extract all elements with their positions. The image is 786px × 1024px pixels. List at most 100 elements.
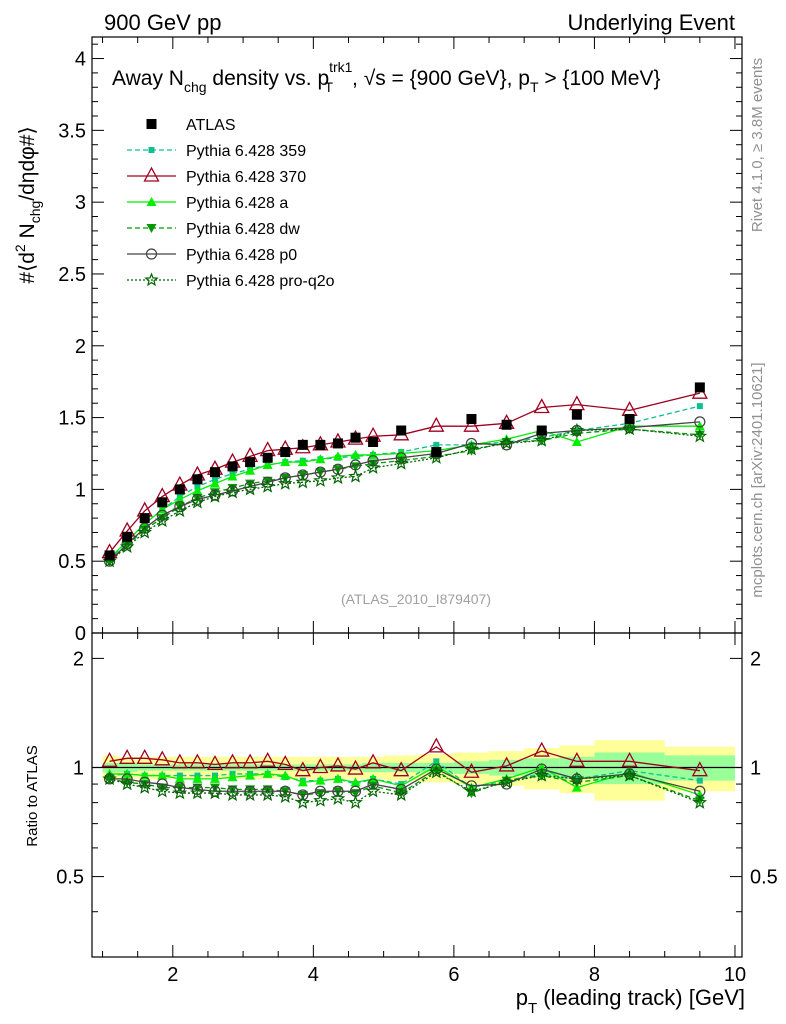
ratio-point-a — [368, 773, 379, 783]
y-axis-label-ratio: Ratio to ATLAS — [24, 745, 41, 846]
open-triangle-marker — [498, 756, 515, 772]
atlas-marker — [139, 513, 150, 524]
analysis-watermark: (ATLAS_2010_I879407) — [341, 591, 491, 607]
star-marker — [330, 791, 346, 805]
ratio-point-p370 — [294, 761, 311, 777]
legend-entry-p0: Pythia 6.428 p0 — [127, 247, 297, 264]
series-line-p370 — [109, 392, 700, 553]
ratio-point-dw — [396, 789, 407, 799]
open-triangle-marker — [463, 416, 480, 432]
ratio-point-proq2o — [692, 794, 708, 809]
legend-marker-dw — [146, 224, 157, 233]
legend-label-p0: Pythia 6.428 p0 — [186, 247, 297, 264]
triangle-marker — [146, 197, 157, 206]
y-tick-label-main: 0.5 — [58, 551, 86, 573]
ratio-point-p370 — [312, 758, 329, 774]
title-part-3-sub: T — [530, 79, 539, 95]
open-triangle-marker — [143, 166, 160, 182]
legend-marker-p0 — [145, 248, 158, 260]
atlas-marker — [624, 414, 635, 425]
data-point-a — [227, 471, 238, 481]
data-point-proq2o — [330, 470, 346, 485]
triangle-marker — [571, 436, 582, 446]
data-point-p370 — [463, 416, 480, 432]
legend-label-dw: Pythia 6.428 dw — [186, 221, 300, 238]
atlas-marker — [368, 436, 379, 447]
triangle-marker — [332, 773, 343, 783]
triangle-marker — [245, 770, 256, 780]
series-line-proq2o — [109, 428, 700, 562]
ratio-plot-frame — [91, 632, 743, 958]
title-part-2: density vs. p — [207, 67, 330, 90]
open-circle-marker — [694, 416, 706, 428]
open-triangle-marker — [364, 753, 382, 769]
ratio-point-proq2o — [429, 764, 444, 779]
atlas-marker — [174, 484, 185, 495]
ratio-point-proq2o — [330, 791, 346, 805]
data-point-proq2o — [155, 513, 170, 528]
title-part-1: Away N — [112, 67, 184, 90]
ratio-point-proq2o — [207, 785, 223, 800]
square-marker — [433, 441, 440, 448]
ratio-point-proq2o — [225, 787, 240, 802]
legend-marker-p359 — [148, 147, 155, 153]
square-marker — [696, 403, 703, 410]
ratio-point-dw — [157, 783, 168, 793]
open-circle-marker — [395, 452, 407, 464]
star-marker — [144, 272, 159, 287]
ratio-point-p0 — [395, 783, 407, 796]
data-point-proq2o — [348, 468, 363, 483]
square-marker — [148, 147, 155, 153]
ratio-point-proq2o — [365, 783, 381, 798]
atlas-marker — [122, 531, 133, 542]
ratio-point-proq2o — [190, 785, 205, 800]
star-marker — [207, 785, 223, 800]
open-triangle-marker — [171, 753, 188, 769]
title-part-2-sup: trk1 — [329, 59, 353, 75]
open-triangle-marker — [101, 751, 118, 767]
data-point-atlas — [209, 467, 220, 478]
data-point-p0 — [314, 466, 326, 478]
header-left: 900 GeV pp — [104, 10, 221, 35]
ratio-point-p0 — [121, 773, 133, 785]
data-point-p0 — [332, 463, 344, 475]
ratio-point-a — [139, 770, 150, 780]
open-circle-marker — [367, 778, 379, 790]
down-triangle-marker — [122, 778, 133, 788]
ratio-point-proq2o — [348, 794, 363, 809]
data-point-atlas — [332, 438, 343, 449]
open-triangle-marker — [533, 741, 550, 757]
rivet-version-text: Rivet 4.1.0, ≥ 3.8M events — [749, 58, 766, 232]
x-label-part-a-sub: T — [528, 1000, 537, 1017]
legend-marker-proq2o — [144, 272, 159, 287]
star-marker — [464, 441, 479, 456]
star-marker — [155, 783, 170, 798]
data-point-proq2o — [137, 524, 152, 539]
star-marker — [313, 793, 328, 807]
down-triangle-marker — [122, 541, 133, 551]
ratio-point-a — [209, 773, 220, 783]
legend-marker-atlas — [146, 119, 157, 129]
y-axis-label-main: #⟨d2 Nchg/dηdφ#⟩ — [12, 126, 43, 283]
ratio-point-proq2o — [295, 794, 311, 809]
x-tick-label: 8 — [589, 964, 600, 986]
ratio-point-a — [174, 773, 185, 783]
open-circle-marker — [191, 783, 204, 796]
data-point-proq2o — [260, 478, 275, 493]
data-point-atlas — [227, 461, 238, 472]
data-point-proq2o — [277, 475, 293, 490]
star-marker — [622, 767, 637, 782]
header-right: Underlying Event — [567, 10, 735, 35]
data-point-atlas — [122, 531, 133, 542]
open-circle-marker — [465, 437, 478, 450]
atlas-marker — [315, 439, 326, 450]
star-marker — [393, 787, 409, 802]
y-tick-label-ratio-right: 2 — [750, 648, 761, 670]
star-marker — [277, 475, 293, 490]
ratio-point-p0 — [226, 785, 239, 797]
atlas-marker — [209, 467, 220, 478]
y-tick-label-ratio-left: 0.5 — [56, 867, 84, 889]
data-point-proq2o — [190, 494, 205, 509]
data-point-p359 — [696, 403, 703, 410]
atlas-marker — [536, 425, 547, 436]
